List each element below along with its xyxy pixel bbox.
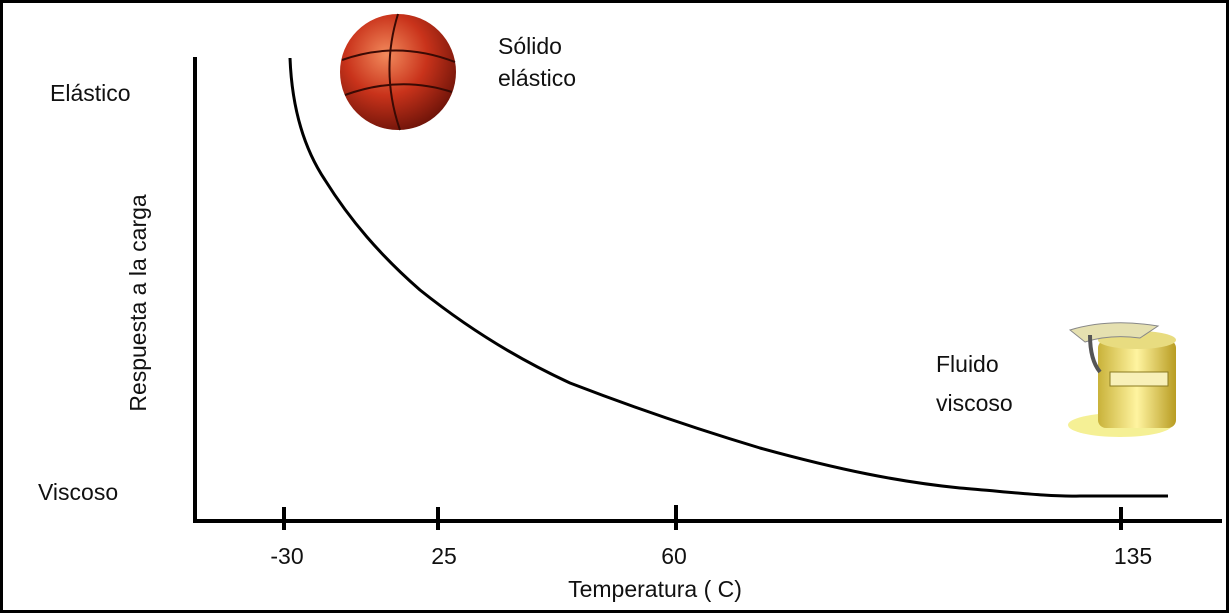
annotation: viscoso — [936, 390, 1013, 416]
y-axis-title: Respuesta a la carga — [125, 194, 151, 412]
annotation: elástico — [498, 65, 576, 91]
basketball-icon — [340, 14, 456, 130]
x-tick-label: 60 — [661, 543, 687, 569]
annotation: Sólido — [498, 33, 562, 59]
annotation: Fluido — [936, 351, 999, 377]
x-tick-label: 25 — [431, 543, 457, 569]
x-tick-label: -30 — [270, 543, 303, 569]
x-axis-title: Temperatura ( C) — [568, 576, 742, 602]
x-tick-label: 135 — [1114, 543, 1152, 569]
diagram: Elástico Viscoso Respuesta a la carga -3… — [0, 0, 1229, 613]
y-bottom-label: Viscoso — [38, 479, 118, 505]
y-top-label: Elástico — [50, 80, 131, 106]
